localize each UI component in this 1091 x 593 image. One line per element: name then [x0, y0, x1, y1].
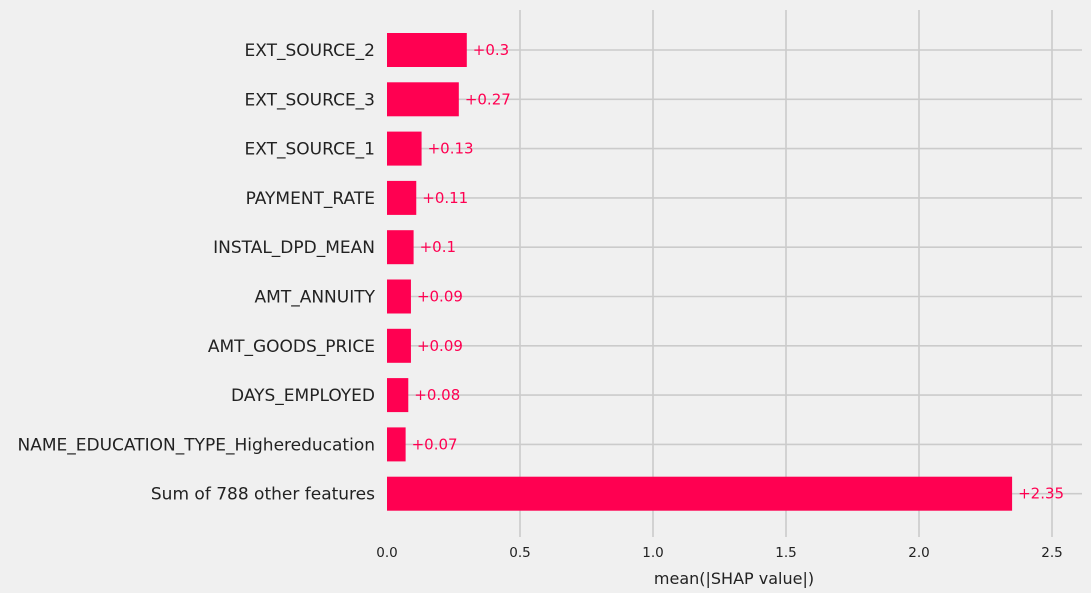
value-label: +0.07 — [412, 435, 458, 453]
bar — [387, 33, 467, 67]
category-label: EXT_SOURCE_2 — [245, 41, 375, 61]
category-label: AMT_GOODS_PRICE — [208, 337, 375, 357]
value-label: +0.3 — [473, 41, 509, 59]
value-label: +0.08 — [414, 386, 460, 404]
value-label: +0.09 — [417, 288, 463, 306]
category-label: INSTAL_DPD_MEAN — [213, 238, 375, 258]
bar — [387, 230, 414, 265]
x-tick-label: 1.0 — [642, 545, 663, 561]
bar — [387, 378, 409, 413]
bar — [387, 427, 406, 462]
value-label: +0.1 — [420, 238, 456, 256]
category-label: DAYS_EMPLOYED — [231, 386, 375, 406]
value-label: +2.35 — [1018, 485, 1064, 503]
bar — [387, 279, 411, 314]
bar — [387, 82, 459, 117]
label-layer: EXT_SOURCE_2 +0.3 EXT_SOURCE_3 +0.27 EXT_SOU… — [18, 41, 1065, 505]
x-tick-label: 0.5 — [509, 545, 530, 561]
value-label: +0.09 — [417, 337, 463, 355]
bar — [387, 328, 411, 363]
value-label: +0.13 — [428, 140, 474, 158]
bar — [387, 476, 1013, 511]
value-label: +0.27 — [465, 90, 511, 108]
x-tick-label: 1.5 — [775, 545, 796, 561]
bar-layer — [387, 33, 1013, 511]
tick-layer: 0.0 0.5 1.0 1.5 2.0 2.5 — [376, 545, 1062, 561]
category-label: NAME_EDUCATION_TYPE_Highereducation — [18, 435, 375, 455]
category-label: EXT_SOURCE_3 — [245, 90, 375, 110]
x-tick-label: 2.0 — [908, 545, 929, 561]
value-label: +0.11 — [422, 189, 468, 207]
x-tick-label: 2.5 — [1041, 545, 1062, 561]
x-tick-label: 0.0 — [376, 545, 397, 561]
category-label: Sum of 788 other features — [151, 485, 375, 505]
bar — [387, 131, 422, 166]
bar — [387, 180, 417, 215]
category-label: EXT_SOURCE_1 — [245, 140, 375, 160]
category-label: PAYMENT_RATE — [246, 189, 375, 209]
x-axis-label: mean(|SHAP value|) — [654, 569, 814, 588]
category-label: AMT_ANNUITY — [255, 288, 376, 308]
